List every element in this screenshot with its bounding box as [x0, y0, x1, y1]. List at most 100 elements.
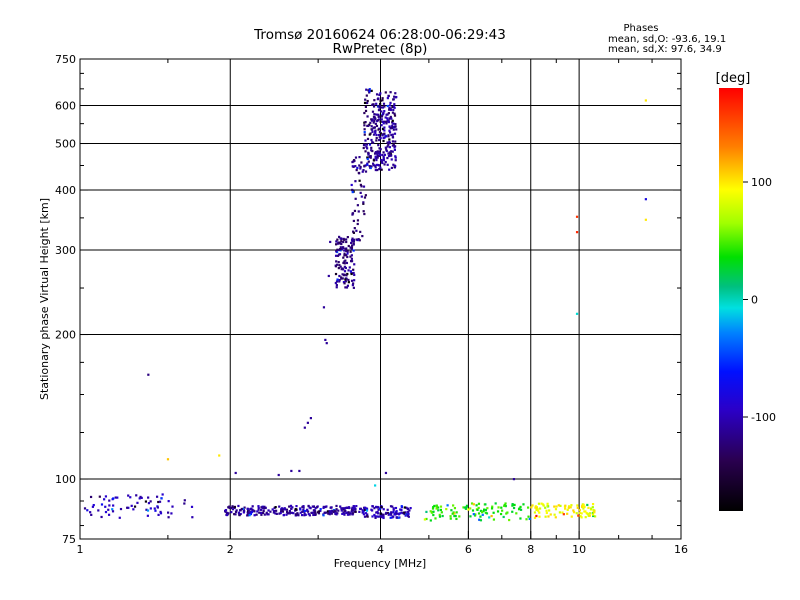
data-point [353, 279, 356, 282]
data-point [566, 512, 569, 515]
data-point [584, 516, 587, 519]
data-point [335, 250, 338, 253]
data-point [90, 513, 93, 516]
data-point [363, 121, 366, 124]
data-point [353, 506, 356, 509]
data-point [465, 505, 468, 509]
data-point [358, 179, 361, 182]
data-point [382, 151, 385, 154]
data-point [334, 512, 337, 515]
data-point [341, 246, 345, 249]
data-point [386, 117, 389, 120]
data-point [379, 148, 382, 151]
data-point [339, 265, 342, 268]
data-point [343, 238, 346, 241]
data-point [438, 515, 442, 518]
data-point [528, 517, 531, 521]
data-point [266, 513, 269, 516]
data-point [350, 246, 354, 249]
x-tick-label: 1 [77, 543, 84, 556]
data-point [242, 511, 245, 514]
data-point [374, 130, 377, 133]
data-point [644, 99, 647, 102]
data-point [349, 270, 353, 273]
data-point [307, 513, 310, 516]
data-point [159, 512, 163, 515]
data-point [391, 121, 394, 124]
data-point [435, 507, 438, 510]
data-point [467, 508, 470, 511]
data-point [335, 240, 338, 243]
data-point [544, 515, 547, 518]
data-point [559, 504, 562, 507]
data-point [346, 250, 349, 253]
data-point [301, 510, 304, 513]
data-point [513, 503, 516, 507]
data-point [455, 517, 458, 521]
data-point [278, 505, 281, 508]
data-point [359, 167, 362, 170]
data-point [347, 281, 350, 284]
data-point [362, 510, 365, 513]
data-point [340, 507, 343, 510]
data-point [346, 235, 349, 239]
data-point [492, 511, 495, 514]
data-point [370, 118, 373, 121]
data-point [377, 109, 381, 112]
data-point [395, 516, 398, 519]
data-point [594, 515, 597, 518]
data-point [357, 210, 360, 213]
x-axis-label: Frequency [MHz] [334, 557, 426, 570]
data-point [562, 513, 565, 516]
data-point [361, 234, 364, 238]
data-point [352, 238, 355, 241]
data-point [578, 511, 581, 515]
data-point [384, 512, 387, 515]
data-point [354, 156, 358, 159]
data-point [593, 511, 596, 514]
data-point [275, 512, 278, 515]
data-point [119, 507, 123, 511]
data-point [311, 511, 314, 514]
data-point [393, 132, 397, 135]
data-point [388, 146, 391, 149]
data-point [356, 219, 360, 222]
data-point [335, 504, 338, 508]
data-point [371, 515, 374, 518]
data-point [352, 240, 355, 243]
data-point [388, 131, 392, 134]
data-point [249, 512, 252, 516]
data-point [367, 160, 370, 163]
data-point [306, 509, 309, 512]
data-point [343, 252, 346, 255]
data-point [381, 516, 384, 519]
data-point [452, 504, 455, 507]
data-point [362, 210, 365, 213]
data-point [385, 135, 388, 138]
data-point [582, 507, 585, 510]
data-point [269, 510, 272, 513]
data-point [344, 280, 347, 283]
data-point [394, 125, 397, 128]
data-point [545, 509, 548, 512]
data-point [449, 517, 452, 520]
data-point [554, 516, 557, 519]
phases-o-stats: mean, sd,O: -93.6, 19.1 [608, 34, 726, 45]
data-point [381, 127, 385, 130]
data-point [575, 215, 579, 218]
data-point [391, 133, 394, 136]
data-point [393, 103, 396, 106]
data-point [370, 138, 373, 142]
data-point [383, 126, 386, 129]
data-point [326, 510, 330, 513]
data-point [345, 238, 348, 241]
data-point [325, 511, 328, 514]
data-point [300, 513, 304, 517]
data-point [111, 508, 114, 511]
data-point [404, 511, 407, 514]
data-point [360, 185, 363, 188]
data-point [400, 511, 403, 514]
data-point [327, 512, 330, 515]
data-point [369, 166, 372, 170]
data-point [349, 512, 352, 515]
